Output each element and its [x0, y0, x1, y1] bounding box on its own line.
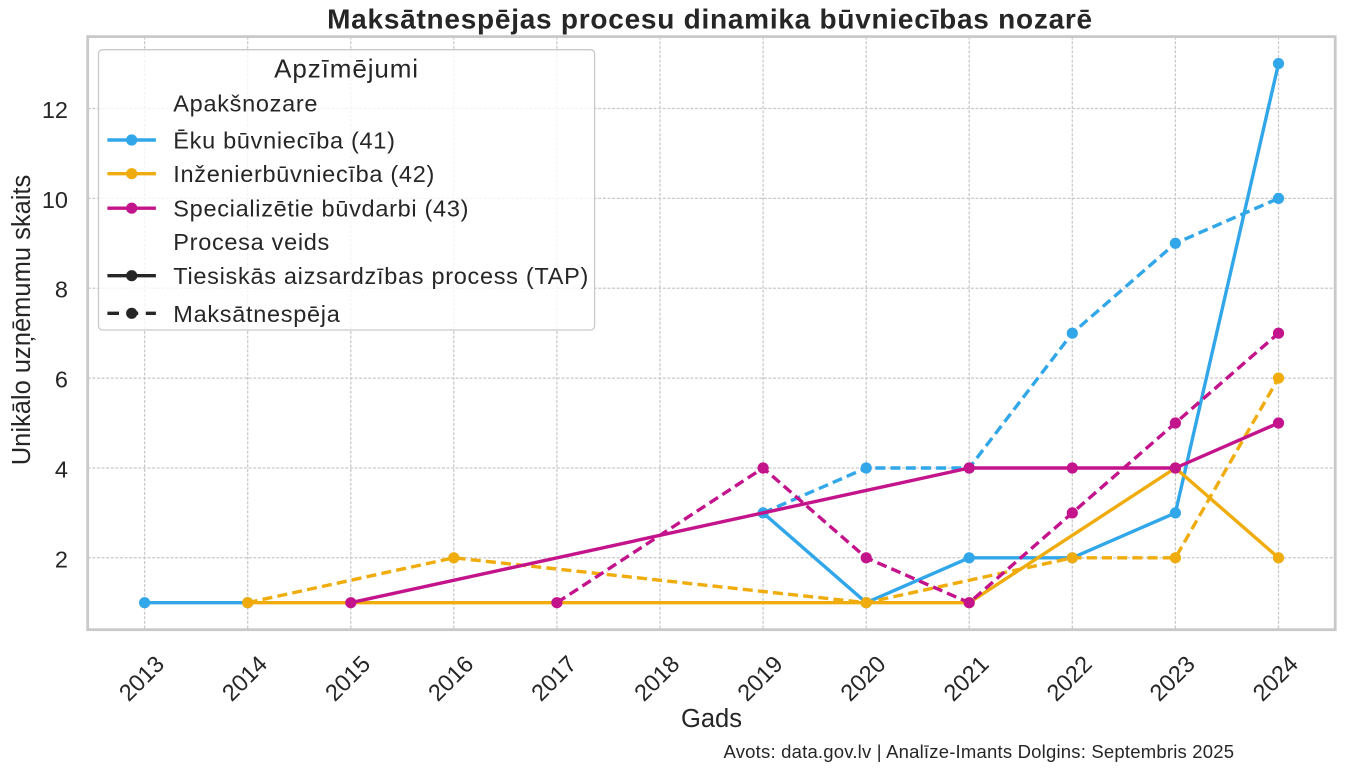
svg-text:Procesa veids: Procesa veids — [173, 229, 330, 255]
svg-text:Unikālo uzņēmumu skaits: Unikālo uzņēmumu skaits — [8, 175, 36, 466]
svg-text:8: 8 — [55, 277, 68, 303]
svg-text:Gads: Gads — [681, 705, 742, 733]
svg-text:Apzīmējumi: Apzīmējumi — [274, 54, 419, 84]
svg-text:Apakšnozare: Apakšnozare — [173, 91, 318, 117]
svg-text:Maksātnespējas procesu dinamik: Maksātnespējas procesu dinamika būvniecī… — [327, 3, 1093, 34]
svg-text:4: 4 — [55, 457, 68, 483]
svg-text:Inženierbūvniecība (42): Inženierbūvniecība (42) — [173, 161, 435, 187]
svg-text:10: 10 — [42, 187, 68, 213]
svg-text:Tiesiskās aizsardzības process: Tiesiskās aizsardzības process (TAP) — [173, 263, 589, 289]
svg-text:Ēku būvniecība (41): Ēku būvniecība (41) — [173, 128, 395, 154]
svg-text:Maksātnespēja: Maksātnespēja — [173, 301, 340, 327]
svg-text:6: 6 — [55, 367, 68, 393]
svg-text:12: 12 — [42, 97, 68, 123]
svg-text:2: 2 — [55, 546, 68, 572]
svg-text:Specializētie būvdarbi (43): Specializētie būvdarbi (43) — [173, 196, 469, 222]
svg-text:Avots: data.gov.lv | Analīze-I: Avots: data.gov.lv | Analīze-Imants Dolg… — [724, 741, 1235, 762]
